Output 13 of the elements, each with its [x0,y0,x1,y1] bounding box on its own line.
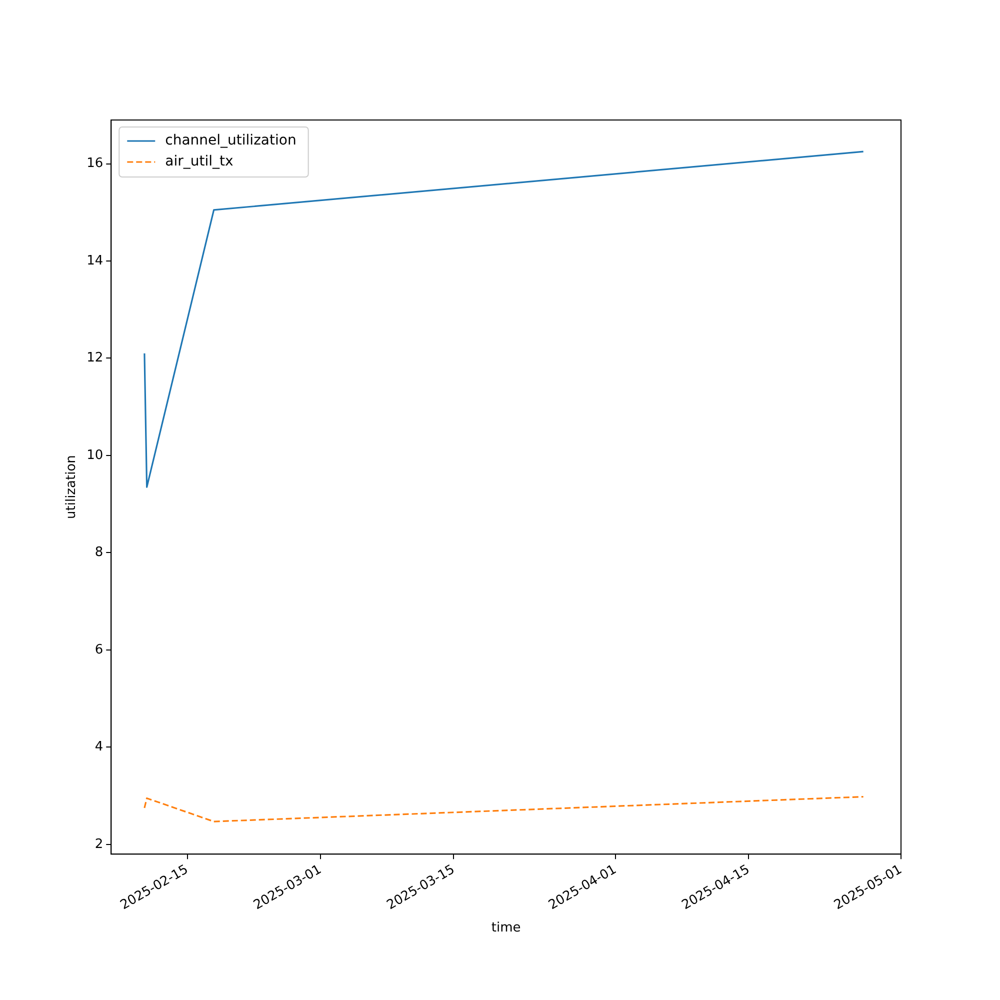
y-tick-label: 16 [86,156,104,172]
legend-label: air_util_tx [165,154,234,170]
y-axis-title: utilization [64,455,80,519]
line-series [144,796,864,822]
x-axis-title: time [491,920,521,936]
y-tick-label: 12 [86,350,104,366]
y-tick-label: 4 [94,740,104,755]
y-tick-label: 2 [94,836,104,852]
legend-label: channel_utilization [165,132,296,149]
y-tick-label: 8 [94,545,104,560]
y-tick-label: 6 [94,642,104,658]
y-tick-label: 14 [86,253,104,268]
y-tick-label: 10 [86,448,104,463]
